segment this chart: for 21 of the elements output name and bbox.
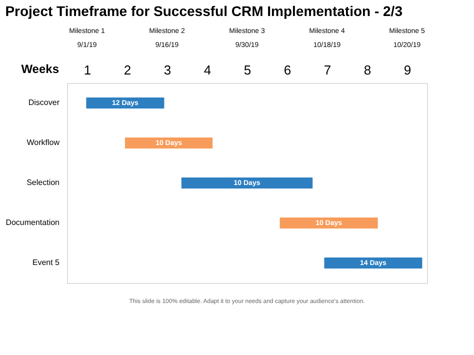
x-tick-label: 1 <box>84 62 92 78</box>
x-tick-label: 4 <box>204 62 212 78</box>
y-tick-label: Documentation <box>6 218 60 227</box>
y-tick-label: Discover <box>28 98 60 107</box>
x-tick-label: 9 <box>404 62 412 78</box>
y-tick-label: Event 5 <box>32 258 60 267</box>
y-tick-label: Selection <box>26 178 60 187</box>
x-tick-label: 7 <box>324 62 332 78</box>
x-axis-title: Weeks <box>21 62 60 76</box>
bar <box>86 98 164 108</box>
bar <box>280 218 378 228</box>
chart-title: Project Timeframe for Successful CRM Implementation - 2/3 <box>5 3 403 19</box>
y-tick-label: Workflow <box>26 138 60 147</box>
bar <box>125 138 213 148</box>
bar <box>324 258 422 268</box>
x-tick-label: 3 <box>164 62 172 78</box>
x-tick-label: 8 <box>364 62 372 78</box>
bar <box>181 178 313 188</box>
x-tick-label: 2 <box>124 62 132 78</box>
x-tick-label: 6 <box>284 62 292 78</box>
x-tick-label: 5 <box>244 62 252 78</box>
